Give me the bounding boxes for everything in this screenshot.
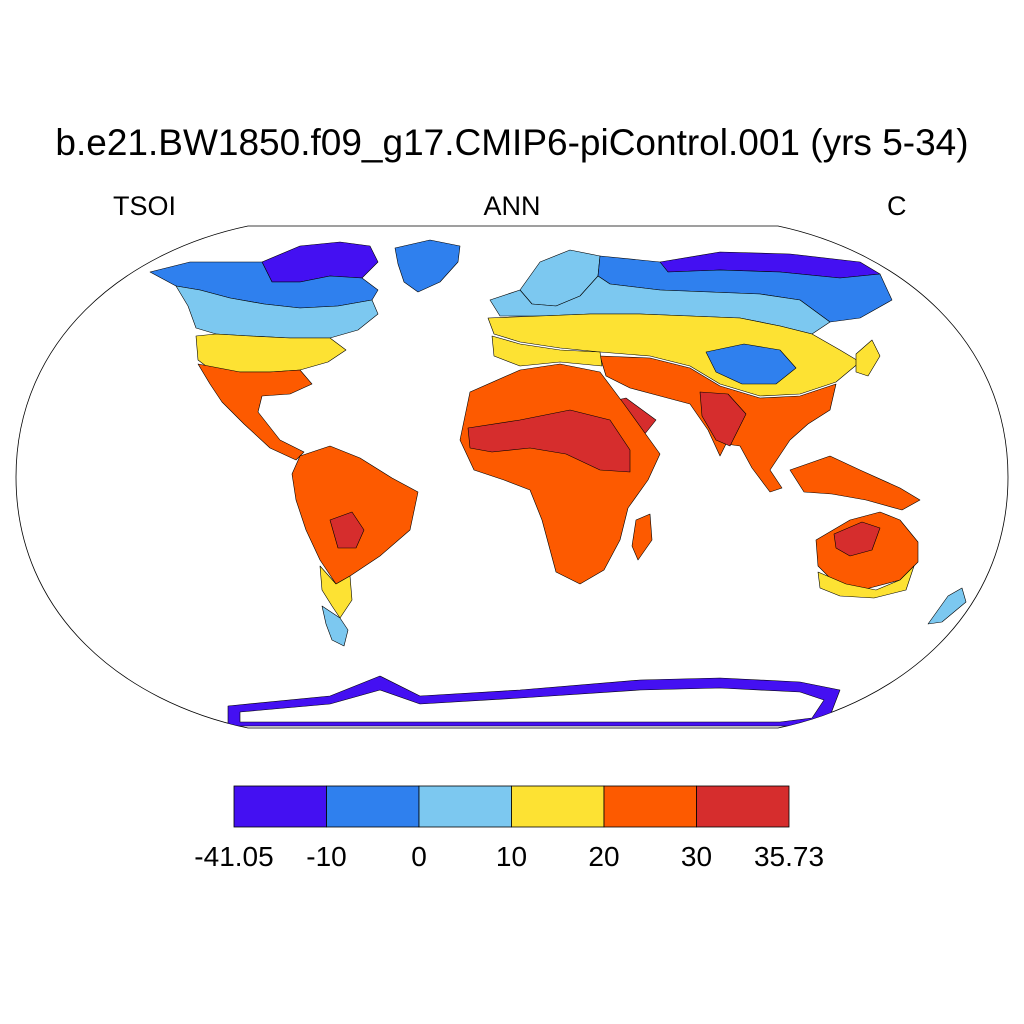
legend-swatch (233, 785, 327, 828)
land-south-america-hot (329, 511, 365, 549)
land-new-zealand (927, 587, 967, 625)
legend-swatch (603, 785, 697, 828)
land-australia-hot (833, 521, 881, 557)
units-label: C (887, 191, 907, 221)
legend-swatch (696, 785, 790, 828)
legend-tick-label: 20 (588, 841, 619, 872)
legend-swatch (326, 785, 420, 828)
land-patagonia (321, 605, 349, 647)
variable-label: TSOI (113, 191, 177, 221)
land-japan (855, 339, 881, 377)
land-greenland (394, 239, 461, 293)
legend-swatch (511, 785, 605, 828)
land-central-america (197, 363, 313, 461)
land-antarctica-interior (239, 687, 825, 723)
land-mediterranean-coast (491, 335, 603, 367)
land-tibet-plateau (705, 343, 797, 385)
land-africa (459, 363, 661, 585)
legend-tick-label: 10 (496, 841, 527, 872)
land-australia-south (817, 565, 915, 599)
land-south-america-south (319, 565, 353, 619)
land-southeast-asia-islands (789, 455, 921, 511)
legend-tick-label: -41.05 (194, 841, 273, 872)
land-africa-hot (467, 409, 631, 473)
period-label: ANN (483, 191, 541, 221)
land-south-america (291, 445, 419, 585)
land-north-america-mid (175, 285, 379, 339)
land-madagascar (631, 513, 653, 561)
legend-tick-label: 30 (681, 841, 712, 872)
plot-title: b.e21.BW1850.f09_g17.CMIP6-piControl.001… (55, 122, 969, 163)
legend-tick-label: 35.73 (754, 841, 824, 872)
land-india-hot (699, 391, 747, 447)
legend-tick-label: 0 (411, 841, 427, 872)
legend-swatch (418, 785, 512, 828)
legend-tick-label: -10 (306, 841, 346, 872)
